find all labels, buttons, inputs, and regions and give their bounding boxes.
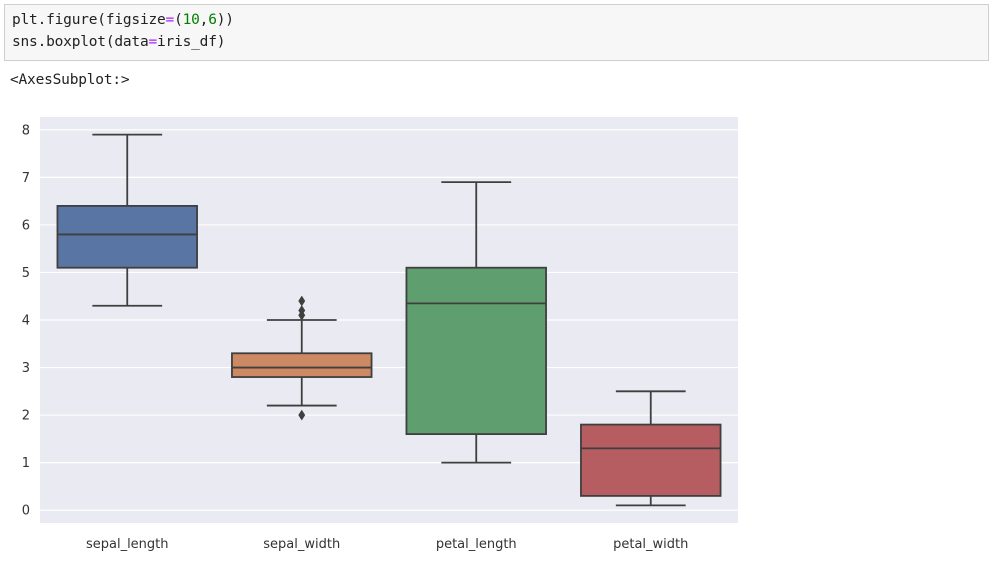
output-text: <AxesSubplot:> xyxy=(10,72,130,88)
code-line-1: plt.figure(figsize=(10,6)) xyxy=(12,12,234,28)
outlier-point xyxy=(298,409,306,421)
x-tick-label: sepal_width xyxy=(263,537,340,552)
code-token: = xyxy=(165,12,175,28)
y-tick-label: 0 xyxy=(22,504,30,519)
x-tick-label: sepal_length xyxy=(86,537,169,552)
y-tick-label: 3 xyxy=(22,361,30,376)
code-token: , xyxy=(199,12,209,28)
outlier-point xyxy=(298,305,306,316)
code-token: 6 xyxy=(208,12,217,28)
y-tick-label: 7 xyxy=(22,171,30,186)
code-token: 10 xyxy=(182,12,200,28)
y-tick-label: 4 xyxy=(22,314,30,329)
y-tick-label: 6 xyxy=(22,218,30,233)
y-tick-label: 8 xyxy=(22,123,30,138)
box-petal-length xyxy=(405,266,547,435)
code-token: iris_df) xyxy=(157,34,226,50)
code-line-2: sns.boxplot(data=iris_df) xyxy=(12,34,225,50)
box-sepal-width xyxy=(231,352,373,378)
box-petal-width xyxy=(580,423,722,497)
code-token: )) xyxy=(216,12,234,28)
y-tick-label: 2 xyxy=(22,409,30,424)
code-token: plt.figure(figsize xyxy=(12,12,166,28)
code-token: sns.boxplot(data xyxy=(12,34,149,50)
y-tick-label: 1 xyxy=(22,456,30,471)
y-tick-label: 5 xyxy=(22,266,30,281)
code-token: ( xyxy=(174,12,183,28)
x-tick-label: petal_length xyxy=(436,537,517,552)
code-token: = xyxy=(148,34,158,50)
code-cell[interactable]: plt.figure(figsize=(10,6)) sns.boxplot(d… xyxy=(4,4,989,61)
box-sepal-length xyxy=(56,205,198,269)
x-tick-label: petal_width xyxy=(613,537,688,552)
